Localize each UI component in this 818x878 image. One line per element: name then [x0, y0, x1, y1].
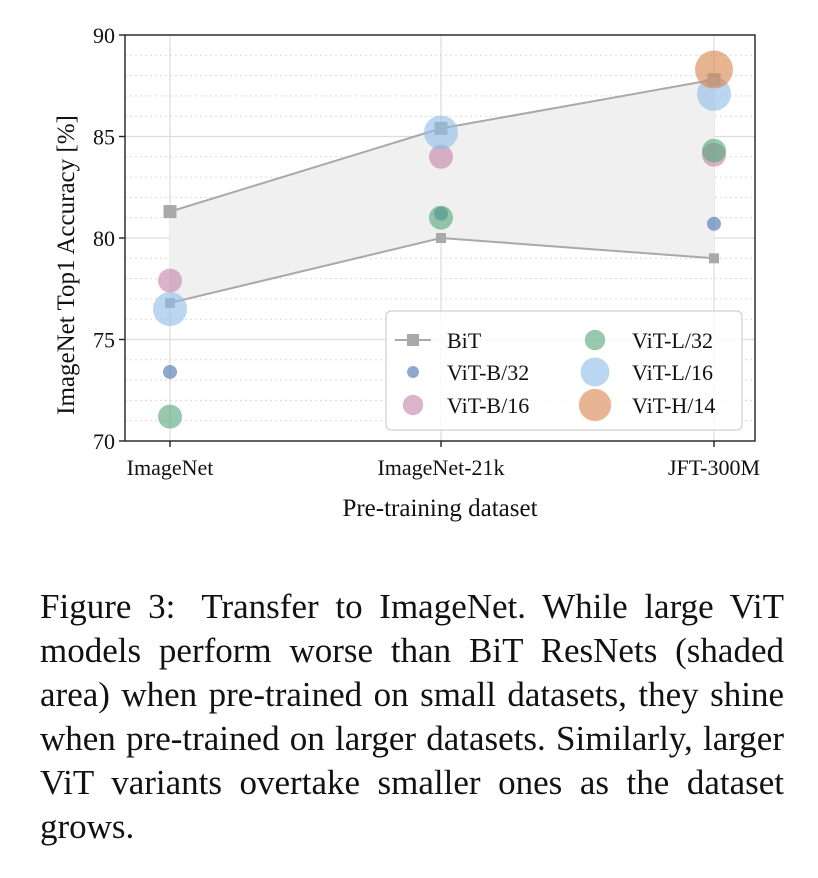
- point-vit-l-32: [158, 404, 182, 429]
- y-ticks: 70 75 80 85 90: [93, 23, 125, 454]
- legend-marker-vit-b-16: [402, 394, 424, 416]
- point-vit-b-32: [707, 216, 721, 231]
- legend-bit-marker: [407, 334, 419, 346]
- legend-marker-vit-l-16: [580, 357, 610, 387]
- point-vit-b-16: [158, 268, 182, 293]
- point-vit-h-14: [695, 50, 733, 89]
- point-vit-l-16: [424, 115, 458, 150]
- legend-marker-vit-h-14: [578, 388, 612, 422]
- y-tick-label: 85: [93, 125, 115, 150]
- legend-label: ViT-L/16: [632, 360, 713, 385]
- x-axis-label: Pre-training dataset: [342, 495, 537, 522]
- caption-label: Figure 3:: [40, 587, 176, 626]
- y-tick-label: 80: [93, 226, 115, 251]
- legend-label: ViT-B/32: [447, 360, 529, 385]
- caption-text: Transfer to ImageNet. While large ViT mo…: [40, 587, 785, 846]
- legend-label: ViT-H/14: [632, 393, 715, 418]
- point-vit-l-32: [702, 138, 726, 163]
- data-points: [153, 50, 733, 429]
- bit-lower-marker: [436, 233, 446, 243]
- point-vit-l-16: [153, 292, 187, 327]
- point-vit-l-32: [429, 205, 453, 230]
- y-tick-label: 90: [93, 23, 115, 48]
- legend-label: BiT: [447, 328, 482, 353]
- legend: BiT ViT-L/32 ViT-B/32 ViT-L/16 ViT-B/16 ViT-H…: [385, 310, 743, 431]
- y-tick-label: 70: [93, 429, 115, 454]
- point-vit-b-32: [163, 364, 177, 379]
- figure-caption: Figure 3: Transfer to ImageNet. While lar…: [40, 585, 784, 849]
- point-vit-b-16: [429, 144, 453, 169]
- x-tick-label: ImageNet: [127, 455, 214, 480]
- legend-marker-vit-b-32: [407, 366, 419, 378]
- legend-label: ViT-B/16: [447, 393, 529, 418]
- legend-label: ViT-L/32: [632, 328, 713, 353]
- legend-box: [385, 310, 743, 431]
- bit-upper-marker: [163, 205, 177, 219]
- bit-shaded-area: [170, 79, 714, 303]
- x-tick-label: ImageNet-21k: [377, 455, 504, 480]
- x-ticks: ImageNet ImageNet-21k JFT-300M: [127, 441, 760, 480]
- bit-lower-marker: [709, 253, 719, 264]
- y-tick-label: 75: [93, 328, 115, 353]
- y-axis-label: ImageNet Top1 Accuracy [%]: [53, 115, 80, 415]
- x-tick-label: JFT-300M: [668, 455, 760, 480]
- bit-band: [163, 73, 721, 308]
- legend-marker-vit-l-32: [584, 329, 606, 351]
